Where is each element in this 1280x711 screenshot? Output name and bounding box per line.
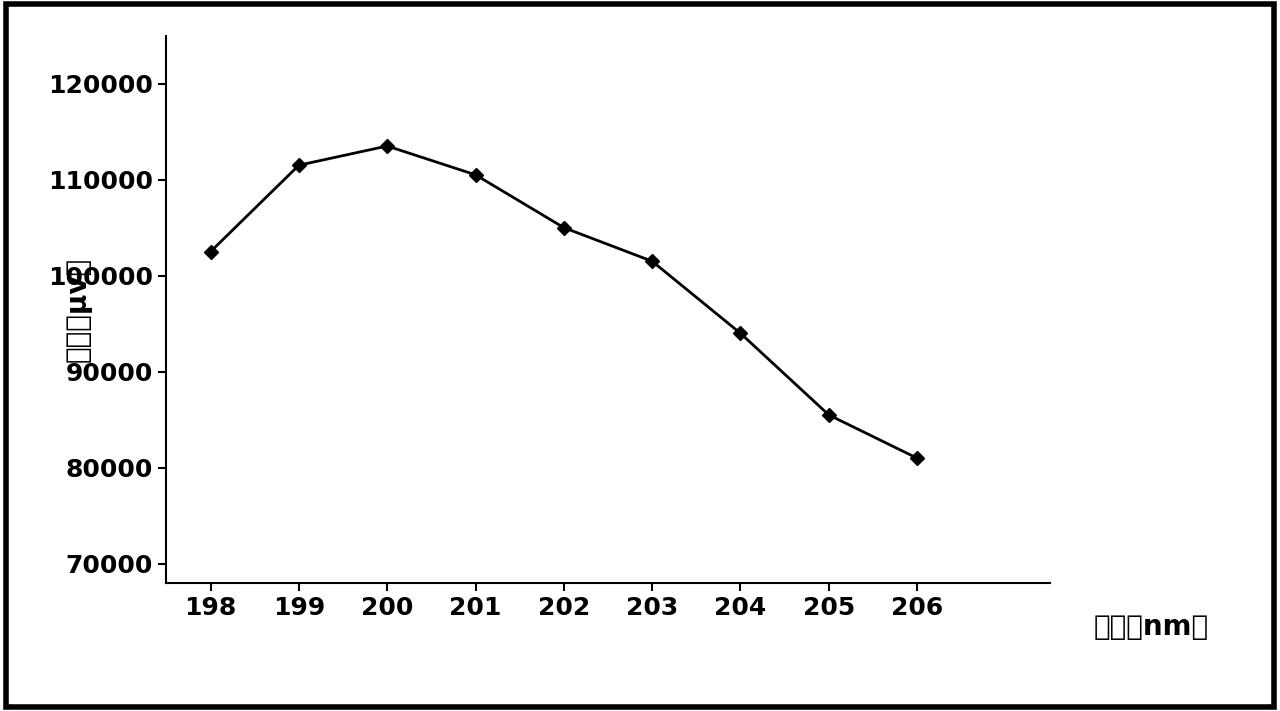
Text: 波长（nm）: 波长（nm） [1093,613,1208,641]
Text: 峰高（μv）: 峰高（μv） [64,257,92,362]
